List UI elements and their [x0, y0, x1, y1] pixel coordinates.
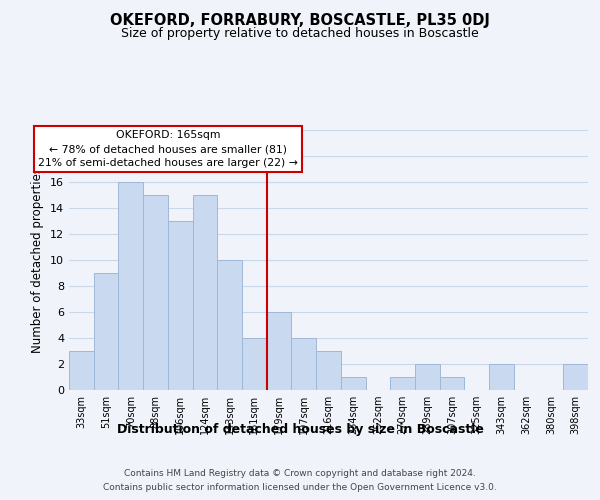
Y-axis label: Number of detached properties: Number of detached properties [31, 167, 44, 353]
Bar [267, 312, 292, 390]
Bar [143, 195, 168, 390]
Bar [341, 377, 365, 390]
Bar [94, 273, 118, 390]
Bar [242, 338, 267, 390]
Bar [292, 338, 316, 390]
Bar [390, 377, 415, 390]
Text: Distribution of detached houses by size in Boscastle: Distribution of detached houses by size … [116, 422, 484, 436]
Bar [168, 221, 193, 390]
Text: Size of property relative to detached houses in Boscastle: Size of property relative to detached ho… [121, 28, 479, 40]
Bar [440, 377, 464, 390]
Text: Contains HM Land Registry data © Crown copyright and database right 2024.: Contains HM Land Registry data © Crown c… [124, 468, 476, 477]
Text: OKEFORD: 165sqm
← 78% of detached houses are smaller (81)
21% of semi-detached h: OKEFORD: 165sqm ← 78% of detached houses… [38, 130, 298, 168]
Bar [118, 182, 143, 390]
Text: OKEFORD, FORRABURY, BOSCASTLE, PL35 0DJ: OKEFORD, FORRABURY, BOSCASTLE, PL35 0DJ [110, 12, 490, 28]
Bar [193, 195, 217, 390]
Bar [69, 351, 94, 390]
Bar [316, 351, 341, 390]
Bar [217, 260, 242, 390]
Text: Contains public sector information licensed under the Open Government Licence v3: Contains public sector information licen… [103, 484, 497, 492]
Bar [489, 364, 514, 390]
Bar [563, 364, 588, 390]
Bar [415, 364, 440, 390]
